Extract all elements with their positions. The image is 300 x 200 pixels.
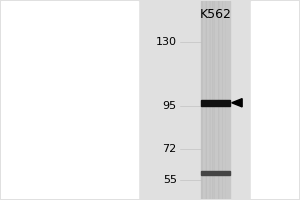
Polygon shape [232,99,242,107]
Text: 72: 72 [163,144,177,154]
Text: 95: 95 [163,101,177,111]
Bar [200,100,230,106]
Bar [200,171,230,175]
Bar [251,1,298,199]
Text: 130: 130 [156,37,177,47]
Bar [200,1,230,199]
Text: K562: K562 [200,8,231,21]
Bar [2,1,138,199]
Text: 55: 55 [163,175,177,185]
